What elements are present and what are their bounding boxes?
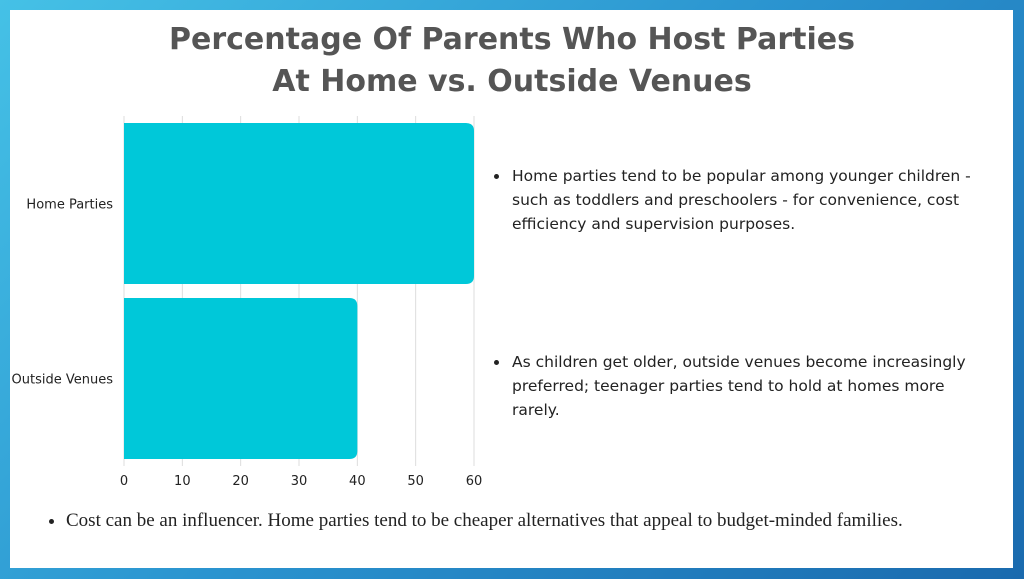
x-tick-label: 0	[120, 474, 128, 489]
x-tick-label: 40	[349, 474, 366, 489]
bar	[124, 123, 474, 284]
y-tick-label: Home Parties	[26, 198, 113, 213]
bar	[124, 298, 358, 459]
x-tick-label: 50	[407, 474, 424, 489]
note-text: Home parties tend to be popular among yo…	[510, 164, 980, 236]
chart-title: Percentage Of Parents Who Host Parties	[169, 22, 855, 57]
note-text: Cost can be an influencer. Home parties …	[66, 508, 1006, 533]
x-tick-label: 20	[232, 474, 249, 489]
panel	[10, 10, 1013, 568]
x-tick-label: 30	[291, 474, 308, 489]
side-note: As children get older, outside venues be…	[488, 350, 980, 422]
chart-title: At Home vs. Outside Venues	[272, 64, 751, 99]
note-text: As children get older, outside venues be…	[510, 350, 980, 422]
y-tick-label: Outside Venues	[12, 373, 114, 388]
footer-note: Cost can be an influencer. Home parties …	[28, 508, 1006, 533]
side-note: Home parties tend to be popular among yo…	[488, 164, 980, 236]
x-tick-label: 10	[174, 474, 191, 489]
x-tick-label: 60	[466, 474, 483, 489]
